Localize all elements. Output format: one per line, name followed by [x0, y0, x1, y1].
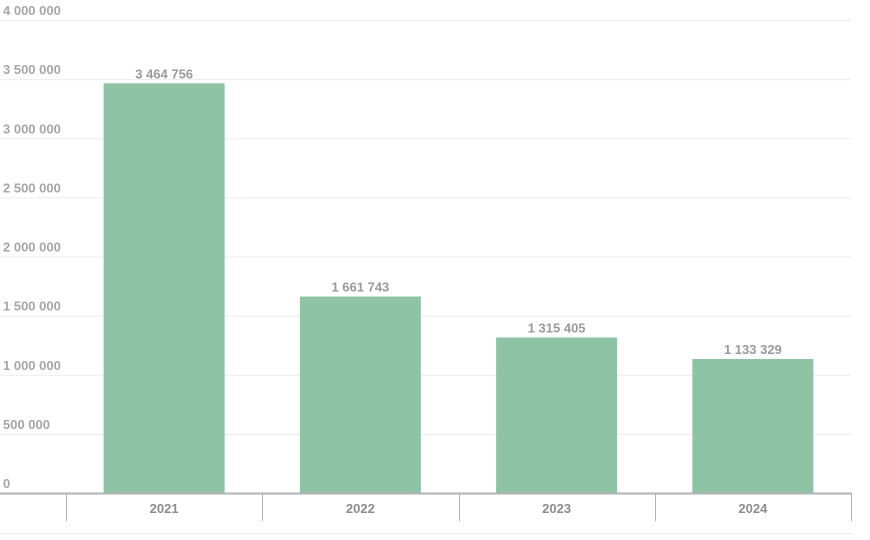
- y-tick-label: 1 000 000: [3, 358, 61, 373]
- y-tick-label: 2 000 000: [3, 240, 61, 255]
- y-tick-label: 3 500 000: [3, 62, 61, 77]
- bars: [103, 83, 814, 493]
- y-tick-label: 500 000: [3, 417, 50, 432]
- y-tick-label: 3 000 000: [3, 121, 61, 136]
- bar-value-label: 1 661 743: [331, 279, 389, 294]
- y-tick-label: 1 500 000: [3, 299, 61, 314]
- bar-2024: [692, 358, 814, 493]
- x-tick-label: 2024: [738, 501, 768, 516]
- y-tick-label: 4 000 000: [3, 3, 61, 18]
- bar-value-labels: 3 464 756 1 661 743 1 315 405 1 133 329: [135, 66, 782, 357]
- bar-2023: [496, 337, 618, 493]
- bar-value-label: 1 315 405: [528, 320, 586, 335]
- x-tick-label: 2021: [150, 501, 179, 516]
- y-tick-label: 2 500 000: [3, 180, 61, 195]
- bar-value-label: 1 133 329: [724, 342, 782, 357]
- x-tick-label: 2022: [346, 501, 375, 516]
- bar-2022: [299, 296, 421, 493]
- x-axis-category-labels: 2021 2022 2023 2024: [150, 501, 768, 516]
- bar-2021: [103, 83, 225, 493]
- bar-value-label: 3 464 756: [135, 66, 193, 81]
- y-tick-label: 0: [3, 476, 10, 491]
- y-axis-tick-labels: 0 500 000 1 000 000 1 500 000 2 000 000 2 500…: [3, 3, 61, 491]
- x-tick-label: 2023: [542, 501, 571, 516]
- x-axis: [0, 492, 852, 534]
